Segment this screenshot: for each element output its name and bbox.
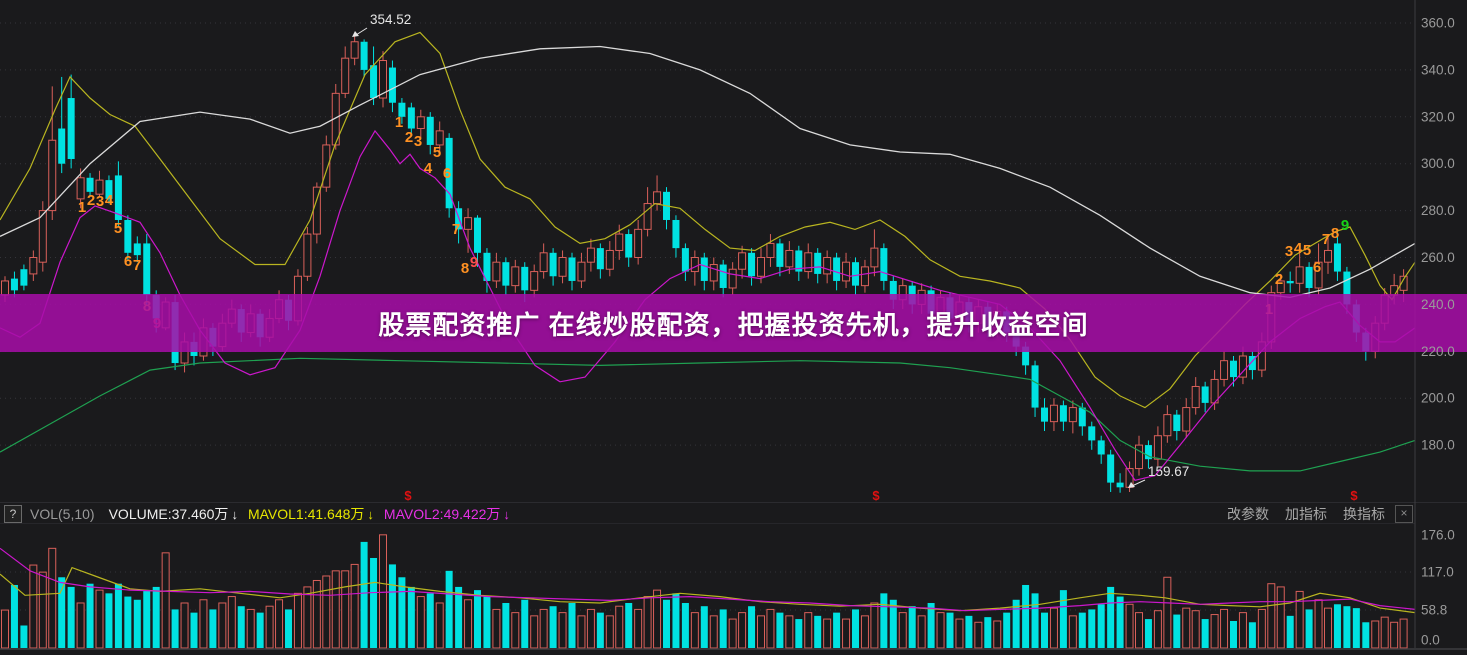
- mavol-line-magenta: [0, 547, 1416, 612]
- svg-text:6: 6: [124, 253, 132, 270]
- ma-line-green: [0, 357, 1416, 472]
- svg-text:7: 7: [1322, 231, 1330, 248]
- svg-text:5: 5: [114, 220, 122, 237]
- dollar-marker: $: [1350, 488, 1358, 503]
- svg-text:4: 4: [105, 192, 114, 209]
- svg-text:9: 9: [1341, 217, 1349, 234]
- svg-text:5: 5: [1303, 242, 1311, 259]
- svg-text:3: 3: [414, 133, 422, 150]
- svg-text:7: 7: [452, 221, 460, 238]
- dollar-marker: $: [872, 488, 880, 503]
- svg-text:2: 2: [1275, 271, 1283, 288]
- mavol1-down-arrow-icon: ↓: [367, 506, 374, 522]
- volume-indicator-bar: ? VOL(5,10) VOLUME:37.460万 ↓ MAVOL1:41.6…: [0, 504, 520, 524]
- promo-banner[interactable]: 股票配资推广 在线炒股配资，把握投资先机，提升收益空间: [0, 294, 1467, 352]
- switch-indicator-button[interactable]: 换指标: [1343, 506, 1385, 522]
- svg-text:7: 7: [133, 257, 141, 274]
- svg-text:3: 3: [1285, 243, 1293, 260]
- svg-text:6: 6: [443, 165, 451, 182]
- svg-text:1: 1: [395, 114, 403, 131]
- svg-text:3: 3: [96, 193, 104, 210]
- svg-text:2: 2: [87, 192, 95, 209]
- dollar-marker: $: [404, 488, 412, 503]
- svg-text:8: 8: [1331, 225, 1339, 242]
- svg-text:5: 5: [433, 144, 441, 161]
- close-icon[interactable]: ×: [1395, 505, 1413, 523]
- edit-params-button[interactable]: 改参数: [1227, 506, 1269, 522]
- volume-value-label: VOLUME:37.460万: [108, 506, 229, 522]
- svg-text:8: 8: [461, 260, 469, 277]
- help-button[interactable]: ?: [4, 505, 22, 523]
- mavol1-value-label: MAVOL1:41.648万: [247, 506, 365, 522]
- svg-text:1: 1: [78, 199, 86, 216]
- ma-line-white: [0, 45, 1416, 299]
- volume-bars-group: [1, 534, 1408, 649]
- promo-banner-text: 股票配资推广 在线炒股配资，把握投资先机，提升收益空间: [378, 309, 1089, 340]
- svg-text:4: 4: [1294, 240, 1303, 257]
- price-annotation: 354.52: [370, 12, 411, 27]
- mavol2-value-label: MAVOL2:49.422万: [383, 506, 501, 522]
- svg-text:2: 2: [405, 129, 413, 146]
- svg-text:9: 9: [470, 254, 478, 271]
- svg-text:4: 4: [424, 160, 433, 177]
- volume-down-arrow-icon: ↓: [231, 506, 238, 522]
- add-indicator-button[interactable]: 加指标: [1285, 506, 1327, 522]
- mavol2-down-arrow-icon: ↓: [503, 506, 510, 522]
- indicator-controls: 改参数 加指标 换指标 ×: [1211, 504, 1413, 524]
- indicator-name-label[interactable]: VOL(5,10): [30, 506, 95, 522]
- price-annotation: 159.67: [1148, 464, 1189, 479]
- svg-text:6: 6: [1313, 259, 1321, 276]
